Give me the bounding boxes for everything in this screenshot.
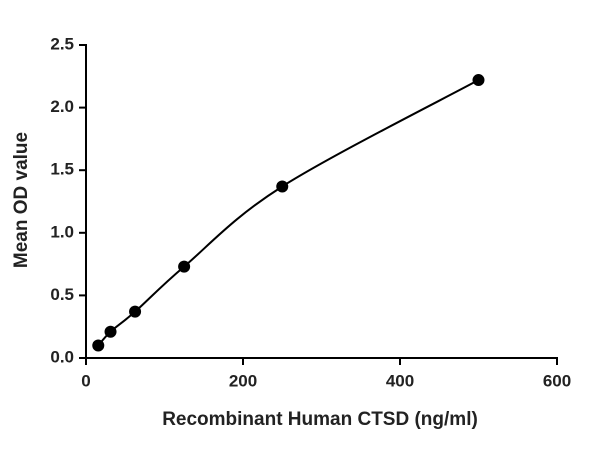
x-tick-label: 200 bbox=[229, 371, 257, 390]
y-tick-label: 2.0 bbox=[50, 97, 74, 116]
data-point bbox=[472, 74, 485, 87]
data-point bbox=[129, 305, 142, 318]
y-tick-label: 1.0 bbox=[50, 222, 74, 241]
data-point bbox=[276, 180, 289, 193]
x-tick-label: 400 bbox=[386, 371, 414, 390]
y-tick-label: 0.0 bbox=[50, 347, 74, 366]
data-point bbox=[92, 339, 105, 352]
y-tick-label: 2.5 bbox=[50, 34, 74, 53]
y-tick-label: 0.5 bbox=[50, 285, 74, 304]
data-point bbox=[178, 260, 191, 273]
y-tick-label: 1.5 bbox=[50, 160, 74, 179]
x-tick-label: 600 bbox=[543, 371, 571, 390]
fit-curve bbox=[97, 79, 479, 347]
y-axis-title: Mean OD value bbox=[11, 132, 32, 268]
data-point bbox=[104, 325, 117, 338]
x-axis-title: Recombinant Human CTSD (ng/ml) bbox=[162, 409, 478, 430]
x-tick-label: 0 bbox=[81, 371, 90, 390]
